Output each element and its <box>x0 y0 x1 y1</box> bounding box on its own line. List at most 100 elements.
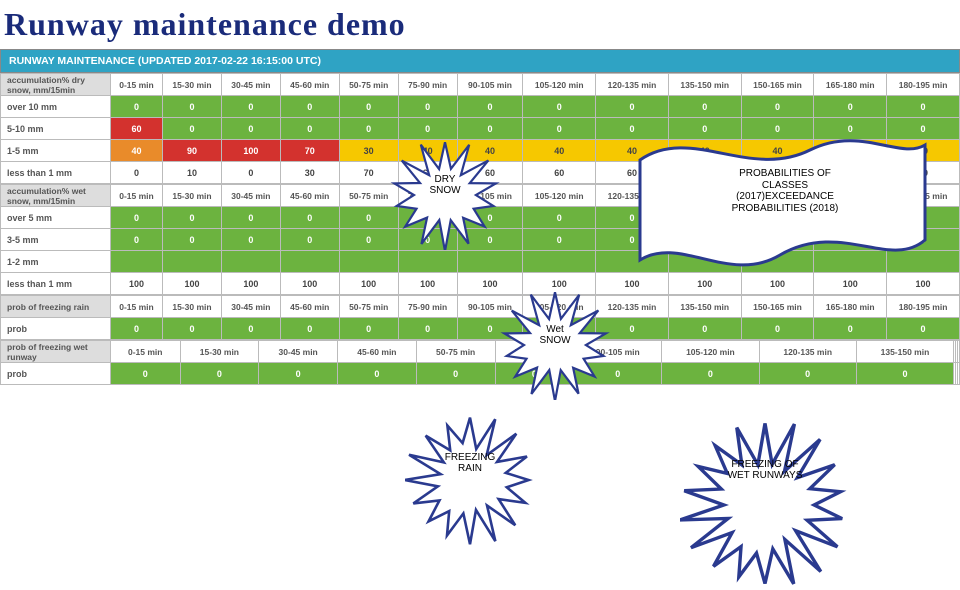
row-label: 5-10 mm <box>1 118 111 140</box>
callout-freezing-rain: FREEZINGRAIN <box>405 415 535 510</box>
time-header: 105-120 min <box>523 185 596 207</box>
time-header: 180-195 min <box>887 296 960 318</box>
data-cell: 0 <box>221 118 280 140</box>
data-cell: 0 <box>338 363 417 385</box>
data-cell: 0 <box>111 318 163 340</box>
data-cell: 0 <box>398 118 457 140</box>
data-cell: 0 <box>416 363 495 385</box>
data-cell: 0 <box>280 96 339 118</box>
section-label: accumulation% dry snow, mm/15min <box>1 74 111 96</box>
data-cell: 0 <box>339 118 398 140</box>
time-header: 50-75 min <box>339 296 398 318</box>
time-header: 30-45 min <box>221 185 280 207</box>
time-header: 0-15 min <box>111 185 163 207</box>
data-cell: 0 <box>111 363 181 385</box>
time-header: 0-15 min <box>111 341 181 363</box>
data-cell: 0 <box>111 162 163 184</box>
data-cell: 0 <box>523 96 596 118</box>
time-header <box>957 341 959 363</box>
data-cell: 0 <box>163 118 222 140</box>
data-cell: 100 <box>221 140 280 162</box>
time-header: 105-120 min <box>523 74 596 96</box>
data-cell: 40 <box>111 140 163 162</box>
time-header: 30-45 min <box>221 74 280 96</box>
data-cell <box>398 251 457 273</box>
data-cell: 100 <box>111 273 163 295</box>
data-cell: 60 <box>523 162 596 184</box>
data-cell: 0 <box>457 118 523 140</box>
data-cell: 0 <box>280 118 339 140</box>
time-header: 135-150 min <box>856 341 953 363</box>
row-label: less than 1 mm <box>1 162 111 184</box>
time-header: 45-60 min <box>338 341 417 363</box>
data-cell: 100 <box>398 273 457 295</box>
data-cell: 0 <box>887 96 960 118</box>
time-header: 45-60 min <box>280 296 339 318</box>
time-header: 30-45 min <box>259 341 338 363</box>
data-cell: 0 <box>163 96 222 118</box>
data-cell: 60 <box>111 118 163 140</box>
row-label: less than 1 mm <box>1 273 111 295</box>
time-header: 15-30 min <box>163 296 222 318</box>
data-cell: 0 <box>814 318 887 340</box>
time-header: 45-60 min <box>280 74 339 96</box>
data-cell: 0 <box>741 96 814 118</box>
time-header: 50-75 min <box>339 74 398 96</box>
data-cell: 0 <box>180 363 259 385</box>
time-header: 120-135 min <box>596 74 669 96</box>
callout-dry-snow: DRYSNOW <box>390 140 500 230</box>
time-header: 150-165 min <box>741 296 814 318</box>
time-header: 165-180 min <box>814 74 887 96</box>
data-cell: 0 <box>163 207 222 229</box>
data-cell: 0 <box>662 363 759 385</box>
callout-probabilities-flag: PROBABILITIES OFCLASSES(2017)EXCEEDANCEP… <box>630 120 930 280</box>
time-header: 135-150 min <box>668 296 741 318</box>
data-cell <box>280 251 339 273</box>
data-cell: 30 <box>280 162 339 184</box>
data-cell: 0 <box>668 318 741 340</box>
time-header: 15-30 min <box>180 341 259 363</box>
time-header: 15-30 min <box>163 74 222 96</box>
data-cell: 0 <box>887 318 960 340</box>
data-cell: 0 <box>280 229 339 251</box>
section-label: accumulation% wet snow, mm/15min <box>1 185 111 207</box>
data-cell: 0 <box>596 96 669 118</box>
time-header: 45-60 min <box>280 185 339 207</box>
data-cell <box>339 251 398 273</box>
data-cell: 100 <box>221 273 280 295</box>
data-cell: 0 <box>221 162 280 184</box>
data-cell: 0 <box>668 96 741 118</box>
time-header: 0-15 min <box>111 296 163 318</box>
time-header: 0-15 min <box>111 74 163 96</box>
data-cell: 0 <box>339 96 398 118</box>
data-cell: 10 <box>163 162 222 184</box>
row-label: prob <box>1 318 111 340</box>
data-cell: 100 <box>339 273 398 295</box>
time-header: 75-90 min <box>398 296 457 318</box>
data-cell <box>221 251 280 273</box>
data-cell <box>457 251 523 273</box>
section-label: prob of freezing rain <box>1 296 111 318</box>
row-label: prob <box>1 363 111 385</box>
data-cell <box>957 363 959 385</box>
data-cell: 40 <box>523 140 596 162</box>
time-header: 50-75 min <box>416 341 495 363</box>
row-label: 1-2 mm <box>1 251 111 273</box>
banner: RUNWAY MAINTENANCE (UPDATED 2017-02-22 1… <box>0 49 960 73</box>
data-cell: 100 <box>280 273 339 295</box>
data-cell: 0 <box>280 318 339 340</box>
data-cell: 0 <box>523 118 596 140</box>
data-cell: 0 <box>221 207 280 229</box>
data-cell <box>111 251 163 273</box>
row-label: over 5 mm <box>1 207 111 229</box>
time-header: 75-90 min <box>398 74 457 96</box>
data-cell <box>523 251 596 273</box>
data-cell: 0 <box>280 207 339 229</box>
time-header: 180-195 min <box>887 74 960 96</box>
time-header: 165-180 min <box>814 296 887 318</box>
data-cell: 0 <box>111 207 163 229</box>
data-cell: 0 <box>398 318 457 340</box>
data-cell: 0 <box>814 96 887 118</box>
data-cell: 0 <box>163 229 222 251</box>
data-cell: 0 <box>523 207 596 229</box>
